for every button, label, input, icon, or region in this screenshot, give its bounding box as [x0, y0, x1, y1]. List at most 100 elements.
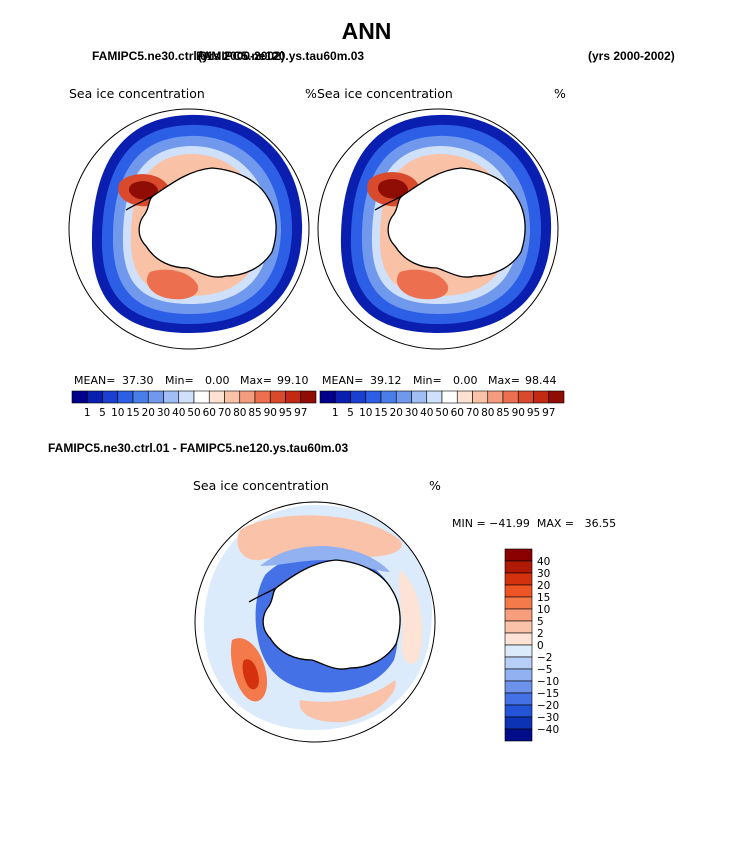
colorbar-tick-label: 95	[527, 407, 540, 419]
ice-hotspot-ross	[396, 269, 449, 300]
colorbar-swatch	[517, 390, 534, 404]
ice-core-weddell	[128, 181, 158, 200]
colorbar-tick-label: 90	[264, 407, 277, 419]
diff-warm-ring-east	[398, 570, 423, 664]
colorbar-swatch	[502, 390, 519, 404]
colorbar-tick-label: 85	[496, 407, 509, 419]
panel3-title: Sea ice concentration	[193, 478, 329, 493]
colorbar-swatch	[504, 668, 533, 682]
colorbar-tick-label: 10	[537, 604, 550, 616]
colorbar-tick-label: 0	[537, 640, 544, 652]
colorbar-swatch	[504, 716, 533, 730]
colorbar-tick-label: 5	[99, 407, 106, 419]
main-title: ANN	[341, 18, 392, 44]
colorbar-1: 1 5 10 15 20 30 40 50 60 70 80 85 90 95 97	[71, 390, 317, 419]
colorbar-tick-label: 50	[187, 407, 200, 419]
diff-warm-ring-north	[237, 515, 402, 561]
colorbar-swatch	[487, 390, 504, 404]
colorbar-tick-label: −30	[537, 712, 559, 724]
colorbar-tick-label: 60	[203, 407, 216, 419]
colorbar-tick-label: 2	[537, 628, 544, 640]
colorbar-tick-label: 40	[537, 556, 550, 568]
colorbar-swatch	[504, 620, 533, 634]
p2-mean-label: MEAN=	[322, 374, 364, 387]
colorbar-swatch	[472, 390, 489, 404]
colorbar-tick-label: 1	[332, 407, 339, 419]
colorbar-tick-label: −10	[537, 676, 559, 688]
colorbar-tick-label: 1	[84, 407, 91, 419]
antarctica-land	[262, 559, 401, 670]
colorbar-swatch	[504, 704, 533, 718]
colorbar-swatch	[504, 632, 533, 646]
colorbar-swatch	[456, 390, 473, 404]
panel3-units: %	[429, 478, 441, 493]
years1-label: (yrs 2000-2002)	[198, 49, 285, 63]
p1-max-label: Max=	[240, 374, 272, 387]
colorbar-swatch	[224, 390, 241, 404]
p1-min-label: Min=	[165, 374, 194, 387]
antarctic-peninsula	[125, 195, 154, 211]
colorbar-tick-label: 50	[435, 407, 448, 419]
colorbar-2: 1 5 10 15 20 30 40 50 60 70 80 85 90 95 97	[319, 390, 565, 419]
colorbar-tick-label: 40	[172, 407, 185, 419]
colorbar-tick-label: 40	[420, 407, 433, 419]
colorbar-tick-label: 90	[512, 407, 525, 419]
antarctica-land	[387, 167, 526, 278]
colorbar-swatch	[504, 548, 533, 562]
colorbar-tick-label: 10	[359, 407, 372, 419]
colorbar-swatch	[441, 390, 458, 404]
p1-min-value: 0.00	[205, 374, 230, 387]
colorbar-swatch	[548, 390, 565, 404]
colorbar-swatch	[504, 728, 533, 742]
colorbar-swatch	[193, 390, 210, 404]
colorbar-tick-label: −5	[537, 664, 552, 676]
antarctic-peninsula	[248, 587, 277, 603]
colorbar-swatch	[411, 390, 428, 404]
p2-min-label: Min=	[413, 374, 442, 387]
diff-warm-ring-south	[299, 680, 396, 723]
colorbar-tick-label: 60	[451, 407, 464, 419]
diff-cool-ring-north	[260, 546, 390, 572]
colorbar-swatch	[395, 390, 412, 404]
colorbar-swatch	[117, 390, 134, 404]
p2-min-value: 0.00	[453, 374, 478, 387]
colorbar-swatch	[71, 390, 88, 404]
map-panel-2	[340, 114, 552, 334]
colorbar-tick-label: 80	[481, 407, 494, 419]
p1-max-value: 99.10	[277, 374, 309, 387]
years2-label: (yrs 2000-2002)	[588, 49, 675, 63]
colorbar-swatch	[269, 390, 286, 404]
colorbar-swatch	[254, 390, 271, 404]
colorbar-swatch	[380, 390, 397, 404]
colorbar-swatch	[365, 390, 382, 404]
colorbar-tick-label: 20	[537, 580, 550, 592]
colorbar-swatch	[504, 560, 533, 574]
panel2-title: Sea ice concentration	[317, 86, 453, 101]
colorbar-swatch	[504, 584, 533, 598]
p2-mean-value: 39.12	[370, 374, 402, 387]
colorbar-swatch	[350, 390, 367, 404]
colorbar-swatch	[239, 390, 256, 404]
colorbar-tick-label: 85	[248, 407, 261, 419]
colorbar-swatch	[147, 390, 164, 404]
colorbar-tick-label: −20	[537, 700, 559, 712]
colorbar-tick-label: 30	[157, 407, 170, 419]
colorbar-swatch	[102, 390, 119, 404]
colorbar-tick-label: 70	[466, 407, 479, 419]
case2-label: FAMIPC5.ne120.ys.tau60m.03	[196, 49, 365, 63]
p3-stats: MIN = −41.99 MAX = 36.55	[452, 517, 617, 530]
ice-core-weddell	[377, 179, 408, 199]
colorbar-tick-label: 20	[142, 407, 155, 419]
colorbar-tick-label: 95	[279, 407, 292, 419]
panel1-title: Sea ice concentration	[69, 86, 205, 101]
p2-max-label: Max=	[488, 374, 520, 387]
map1-frame	[68, 108, 310, 350]
colorbar-swatch	[334, 390, 351, 404]
colorbar-tick-label: 15	[537, 592, 550, 604]
colorbar-swatch	[285, 390, 302, 404]
colorbar-swatch	[504, 680, 533, 694]
colorbar-tick-label: −2	[537, 652, 552, 664]
panel2-units: %	[554, 86, 566, 101]
